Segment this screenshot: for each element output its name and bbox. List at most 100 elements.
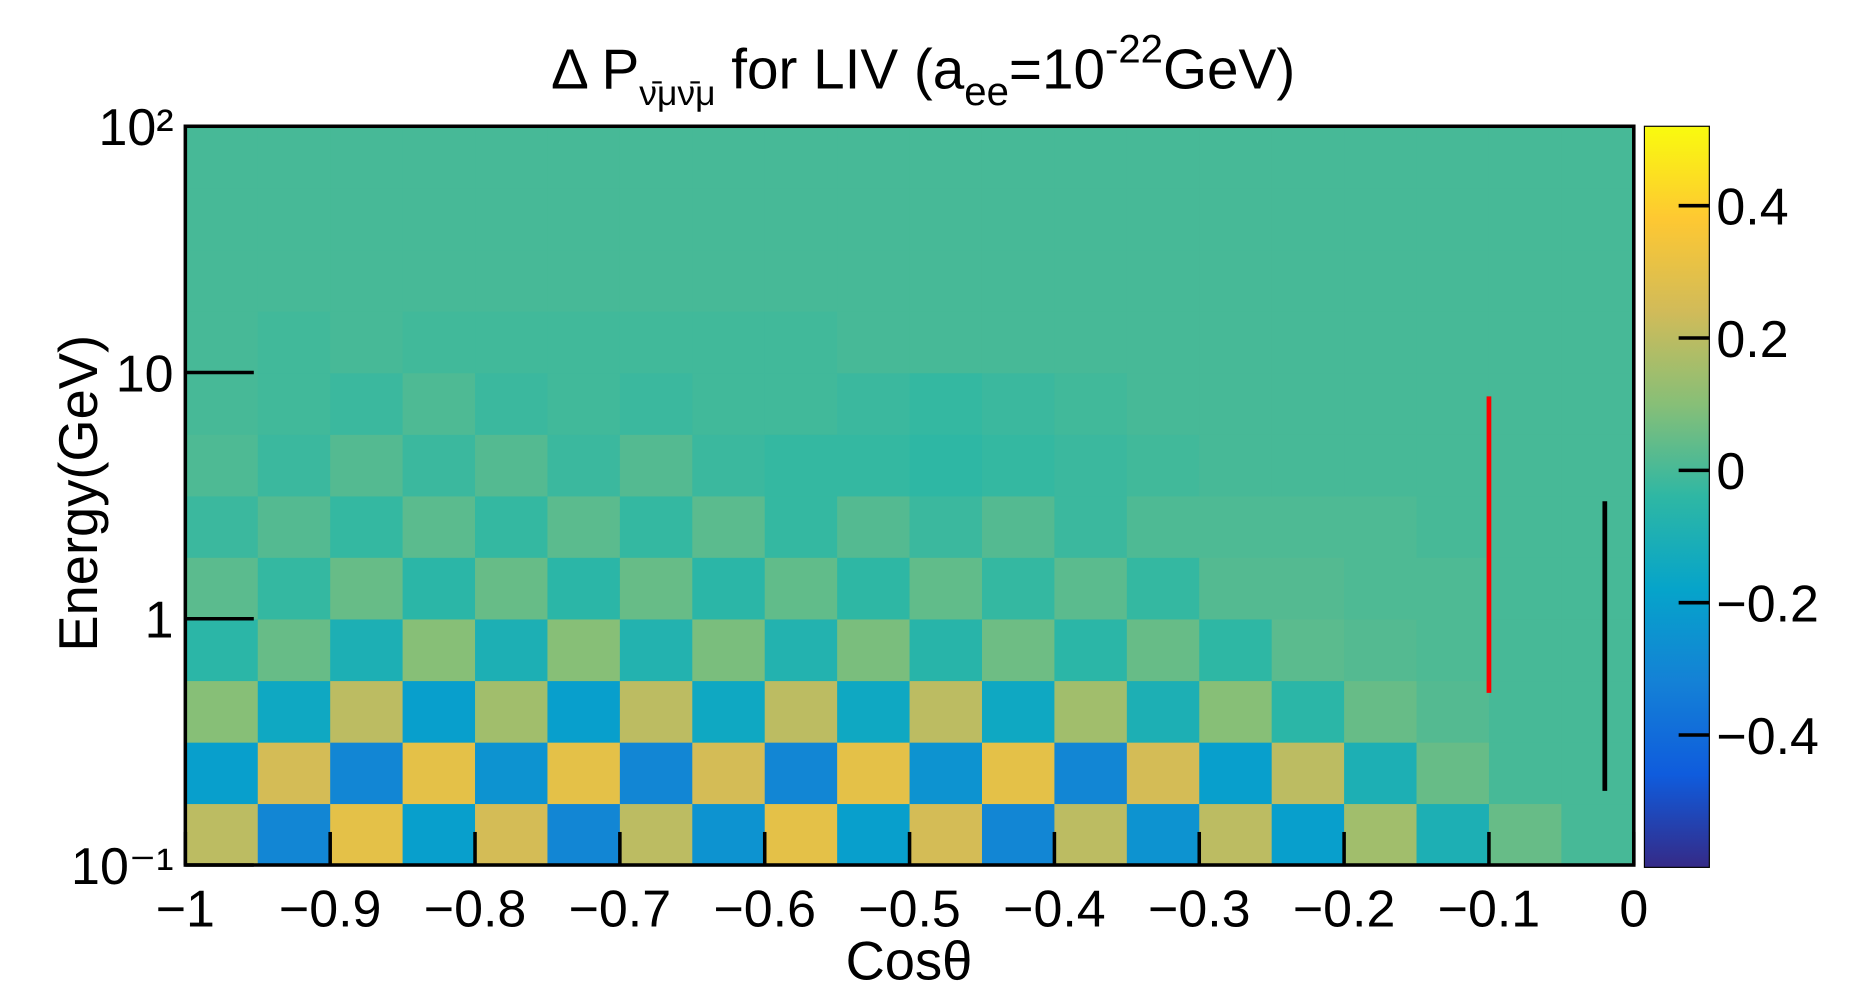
heatmap-cell xyxy=(1561,310,1635,374)
heatmap-cell xyxy=(1488,249,1563,312)
heatmap-cell xyxy=(619,126,694,189)
heatmap-cell xyxy=(692,557,766,620)
heatmap-cell xyxy=(1416,249,1490,312)
heatmap-cell xyxy=(185,803,259,866)
heatmap-cell xyxy=(1126,557,1200,620)
heatmap-cell xyxy=(909,680,983,743)
heatmap-cell xyxy=(1054,249,1128,312)
heatmap-cell xyxy=(764,741,838,805)
y-tick-label: 10⁻¹ xyxy=(71,838,173,896)
x-tick-label: −0.7 xyxy=(569,880,672,938)
heatmap-cell xyxy=(475,434,549,497)
heatmap-cell xyxy=(1561,680,1635,743)
heatmap-cell xyxy=(1416,680,1490,743)
heatmap-cell xyxy=(185,618,259,682)
x-tick-label: −0.3 xyxy=(1148,880,1251,938)
heatmap-cell xyxy=(764,618,838,682)
x-tick-label: −0.8 xyxy=(424,880,527,938)
heatmap-cell xyxy=(1271,557,1345,620)
heatmap-cell xyxy=(185,372,259,435)
heatmap-cell xyxy=(257,187,331,251)
heatmap-cell xyxy=(402,126,476,189)
heatmap-cell xyxy=(692,249,766,312)
heatmap-cell xyxy=(1126,187,1200,251)
heatmap-cell xyxy=(547,557,621,620)
heatmap-cell xyxy=(837,310,911,374)
heatmap-cell xyxy=(185,495,259,558)
heatmap-cell xyxy=(257,803,331,866)
heatmap-cell xyxy=(909,495,983,558)
heatmap-cell xyxy=(475,249,549,312)
heatmap-cell xyxy=(475,495,549,558)
heatmap-cell xyxy=(909,803,983,866)
heatmap-cell xyxy=(909,249,983,312)
heatmap-cell xyxy=(547,372,621,435)
heatmap-cell xyxy=(1344,680,1418,743)
heatmap-cell xyxy=(1561,741,1635,805)
heatmap-cell xyxy=(475,618,549,682)
heatmap-cell xyxy=(257,310,331,374)
heatmap-cell xyxy=(1488,187,1563,251)
heatmap-cell xyxy=(909,372,983,435)
heatmap-cell xyxy=(1126,310,1200,374)
heatmap-cell xyxy=(1488,680,1563,743)
heatmap-cell xyxy=(619,372,694,435)
title-sub: ν̄μν̄μ xyxy=(639,73,715,113)
heatmap-cell xyxy=(981,680,1056,743)
y-tick-label: 10² xyxy=(98,99,173,157)
heatmap-cell xyxy=(692,495,766,558)
heatmap-cell xyxy=(1126,126,1200,189)
x-tick-label: −0.9 xyxy=(279,880,382,938)
heatmap-cell xyxy=(909,741,983,805)
colorbar-tick-label: −0.4 xyxy=(1716,708,1819,766)
heatmap-cell xyxy=(909,126,983,189)
heatmap-cell xyxy=(619,618,694,682)
heatmap-cell xyxy=(1561,618,1635,682)
heatmap-cell xyxy=(1199,680,1273,743)
heatmap-cell xyxy=(1561,372,1635,435)
heatmap-cell xyxy=(692,434,766,497)
heatmap-cell xyxy=(257,126,331,189)
x-tick-label: −0.5 xyxy=(858,880,961,938)
x-tick-label: −0.2 xyxy=(1293,880,1396,938)
colorbar-tick-label: 0.2 xyxy=(1716,311,1788,369)
heatmap-cell xyxy=(1271,434,1345,497)
heatmap-cell xyxy=(257,372,331,435)
heatmap-cell xyxy=(981,618,1056,682)
heatmap-cell xyxy=(330,372,404,435)
heatmap-cell xyxy=(547,803,621,866)
x-tick-label: −0.6 xyxy=(713,880,816,938)
heatmap-cell xyxy=(981,434,1056,497)
heatmap-cell xyxy=(837,187,911,251)
title-part: for LIV (a xyxy=(716,39,965,102)
heatmap-cell xyxy=(402,680,476,743)
heatmap-cell xyxy=(402,557,476,620)
heatmap-cell xyxy=(475,557,549,620)
heatmap-cell xyxy=(402,187,476,251)
heatmap-cell xyxy=(1416,372,1490,435)
heatmap-cell xyxy=(692,310,766,374)
heatmap-cell xyxy=(257,557,331,620)
heatmap-cell xyxy=(475,803,549,866)
heatmap-cell xyxy=(330,310,404,374)
heatmap-cell xyxy=(909,187,983,251)
heatmap-cell xyxy=(475,741,549,805)
heatmap-cell xyxy=(1561,126,1635,189)
heatmap-cell xyxy=(1344,310,1418,374)
heatmap-cell xyxy=(1416,495,1490,558)
heatmap-cell xyxy=(619,741,694,805)
heatmap-cell xyxy=(692,126,766,189)
colorbar-tick-label: 0.4 xyxy=(1716,179,1788,237)
heatmap-cell xyxy=(837,434,911,497)
heatmap-cell xyxy=(1271,803,1345,866)
heatmap-cell xyxy=(1416,618,1490,682)
chart-title: Δ Pν̄μν̄μ for LIV (aee=10-22GeV) xyxy=(551,27,1295,114)
heatmap-cell xyxy=(837,618,911,682)
heatmap-cell xyxy=(547,126,621,189)
heatmap-cell xyxy=(402,310,476,374)
heatmap-cell xyxy=(1054,803,1128,866)
heatmap-cell xyxy=(547,187,621,251)
heatmap-cell xyxy=(692,680,766,743)
heatmap-cell xyxy=(547,618,621,682)
heatmap-cell xyxy=(257,680,331,743)
